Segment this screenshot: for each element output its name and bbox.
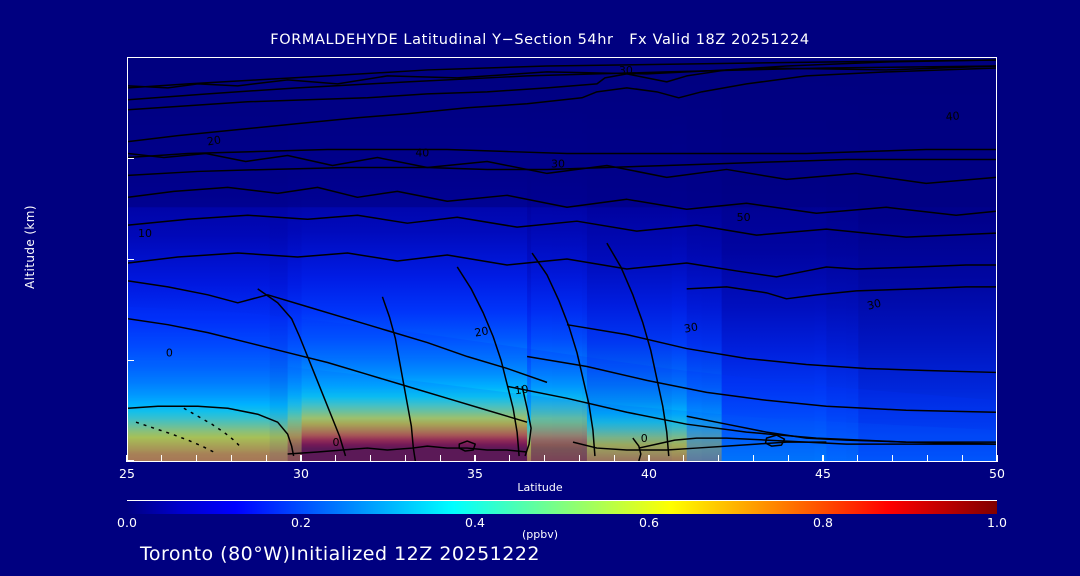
x-minor-tick [857, 455, 859, 462]
cbar-tick-2: 0.4 [465, 515, 485, 530]
cbar-tick-5: 1.0 [987, 515, 1007, 530]
contour-lines [128, 59, 996, 461]
x-minor-tick [230, 455, 233, 462]
x-minor-tick [578, 455, 581, 462]
svg-text:40: 40 [415, 147, 429, 160]
cbar-tick-3: 0.6 [639, 515, 659, 530]
x-axis-label: Latitude [517, 481, 563, 494]
x-minor-tick [474, 455, 476, 462]
page-title: FORMALDEHYDE Latitudinal Y−Section 54hr … [270, 32, 810, 48]
x-minor-tick [369, 455, 372, 462]
x-tick-35: 35 [467, 466, 483, 481]
cbar-tick-1: 0.2 [291, 515, 311, 530]
x-minor-tick [996, 455, 998, 462]
x-minor-tick [822, 455, 824, 462]
x-minor-tick [265, 455, 267, 462]
svg-text:40: 40 [945, 109, 960, 123]
svg-text:0: 0 [166, 347, 173, 360]
x-minor-tick [961, 455, 963, 462]
x-tick-40: 40 [641, 466, 657, 481]
cross-section-field: 20 10 30 40 30 40 50 20 30 30 10 0 0 0 [128, 58, 996, 461]
x-minor-tick [439, 455, 441, 462]
x-minor-tick [404, 455, 407, 462]
svg-text:10: 10 [514, 382, 530, 397]
svg-text:20: 20 [473, 324, 489, 339]
x-tick-50: 50 [989, 466, 1005, 481]
x-minor-tick [787, 455, 789, 462]
x-minor-tick [300, 455, 302, 462]
x-minor-tick [717, 455, 720, 462]
svg-text:30: 30 [619, 64, 633, 77]
x-minor-tick [752, 455, 755, 462]
svg-text:30: 30 [551, 157, 565, 170]
y-axis-label: Altitude (km) [23, 205, 37, 289]
x-tick-45: 45 [815, 466, 831, 481]
svg-text:30: 30 [866, 297, 883, 313]
x-tick-25: 25 [119, 466, 135, 481]
svg-text:0: 0 [641, 432, 648, 445]
colorbar-units-label: (ppbv) [521, 528, 559, 541]
x-minor-tick [509, 455, 511, 462]
cbar-tick-4: 0.8 [813, 515, 833, 530]
x-minor-tick [891, 455, 894, 462]
plot-area: 20 10 30 40 30 40 50 20 30 30 10 0 0 0 [127, 57, 997, 462]
svg-text:20: 20 [206, 133, 222, 148]
x-minor-tick [648, 455, 650, 462]
x-minor-tick [543, 455, 546, 462]
svg-text:10: 10 [138, 227, 152, 240]
x-minor-tick [613, 455, 615, 462]
svg-text:0: 0 [333, 436, 340, 449]
colorbar-gradient [127, 501, 997, 514]
contour-labels: 20 10 30 40 30 40 50 20 30 30 10 0 0 0 [138, 64, 960, 449]
colorbar [127, 500, 997, 514]
svg-text:30: 30 [683, 320, 699, 335]
x-minor-tick [195, 455, 198, 462]
x-minor-tick [126, 455, 128, 462]
x-minor-tick [683, 455, 685, 462]
x-tick-30: 30 [293, 466, 309, 481]
x-minor-tick [926, 455, 929, 462]
figure-caption: Toronto (80°W)Initialized 12Z 20251222 [140, 543, 541, 565]
x-minor-tick [335, 455, 337, 462]
x-minor-tick [161, 455, 163, 462]
svg-text:50: 50 [737, 211, 751, 224]
cbar-tick-0: 0.0 [117, 515, 137, 530]
